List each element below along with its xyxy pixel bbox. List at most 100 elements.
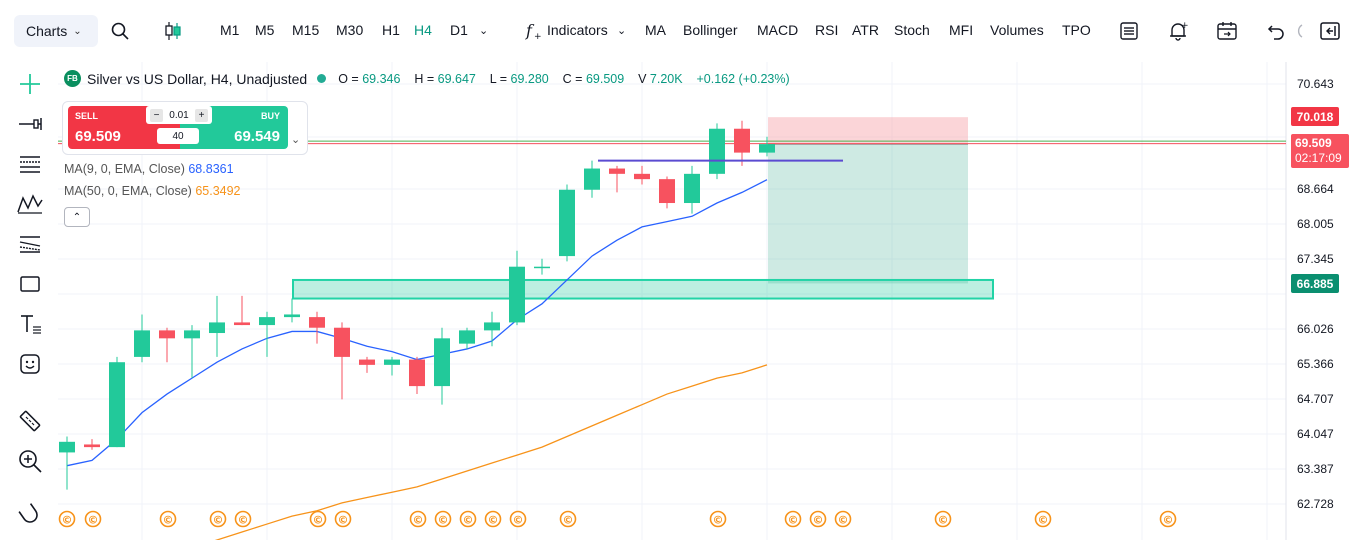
timeframe-m30[interactable]: M30 (336, 22, 364, 38)
layout-list-icon[interactable] (1117, 19, 1141, 43)
indicator-rsi[interactable]: RSI (815, 22, 839, 38)
buy-price: 69.549 (234, 128, 280, 145)
trend-channel-icon[interactable] (15, 229, 45, 259)
calendar-replay-icon[interactable] (1215, 19, 1239, 43)
timeframe-m5[interactable]: M5 (255, 22, 275, 38)
event-marker-icon (484, 510, 502, 528)
low-value: 69.280 (510, 71, 549, 86)
event-marker-glyph: © (163, 514, 174, 527)
panel-toggle-icon[interactable] (1318, 19, 1342, 43)
low-label: L = (489, 71, 508, 86)
candle-body (759, 144, 775, 153)
event-marker-glyph: © (88, 514, 99, 527)
magnet-icon[interactable] (15, 500, 45, 530)
redo-partial-icon[interactable] (1293, 19, 1305, 43)
quantity-value[interactable]: 0.01 (169, 109, 189, 121)
drawing-toolbar (0, 62, 58, 540)
indicator-tpo[interactable]: TPO (1062, 22, 1091, 38)
indicator-ma[interactable]: MA (645, 22, 666, 38)
quantity-stepper[interactable]: − 0.01 + (146, 106, 212, 124)
ohlc-readout: O = 69.346 H = 69.647 L = 69.280 C = 69.… (338, 72, 789, 86)
event-marker-icon (434, 510, 452, 528)
spread-value: 40 (157, 128, 199, 144)
indicator-volumes[interactable]: Volumes (990, 22, 1044, 38)
event-marker-glyph: © (713, 514, 724, 527)
indicator-bollinger[interactable]: Bollinger (683, 22, 738, 38)
alert-bell-icon[interactable]: + (1166, 19, 1190, 43)
position-stop-loss-zone[interactable] (768, 117, 968, 145)
event-marker-icon (1159, 510, 1177, 528)
symbol-title[interactable]: Silver vs US Dollar, H4, Unadjusted (87, 70, 308, 87)
ma50-legend[interactable]: MA(50, 0, EMA, Close) 65.3492 (64, 184, 241, 198)
ma9-value: 68.8361 (188, 162, 234, 176)
indicators-button[interactable]: Indicators (547, 22, 608, 38)
event-marker-glyph: © (463, 514, 474, 527)
candle-body (684, 173, 700, 204)
event-marker-icon (409, 510, 427, 528)
panel-expand-chevron-icon[interactable]: ⌄ (291, 134, 301, 146)
market-open-dot-icon (317, 74, 327, 83)
pattern-zigzag-icon[interactable] (15, 189, 45, 219)
event-marker-icon (84, 510, 102, 528)
bar-countdown: 02:17:09 (1295, 151, 1342, 165)
high-label: H = (414, 71, 435, 86)
timeframe-m1[interactable]: M1 (220, 22, 240, 38)
timeframe-m15[interactable]: M15 (292, 22, 320, 38)
candle-body (559, 189, 575, 257)
fib-retracement-icon[interactable] (15, 149, 45, 179)
event-marker-icon (709, 510, 727, 528)
close-value: 69.509 (585, 71, 625, 86)
rectangle-icon[interactable] (15, 269, 45, 299)
top-toolbar: Charts ⌄ M1 M5 M15 M30 H1 H4 D1 ⌄ f + Ind… (0, 0, 1353, 62)
ma9-legend[interactable]: MA(9, 0, EMA, Close) 68.8361 (64, 162, 234, 176)
take-profit-price-tag[interactable]: 66.885 (1291, 274, 1339, 293)
current-price-tag: 69.509 02:17:09 (1291, 134, 1349, 168)
indicator-macd[interactable]: MACD (757, 22, 799, 38)
event-marker-glyph: © (313, 514, 324, 527)
candle-body (334, 327, 350, 357)
text-tool-icon[interactable] (15, 309, 45, 339)
change-value: +0.162 (+0.23%) (696, 71, 790, 86)
event-marker-icon (509, 510, 527, 528)
sell-label: SELL (75, 111, 99, 121)
candlestick-type-icon[interactable] (161, 19, 185, 43)
broker-badge: FB (64, 70, 81, 87)
candle-body (659, 179, 675, 204)
emoji-sticker-icon[interactable] (15, 349, 45, 379)
candle-body (459, 330, 475, 344)
position-take-profit-zone[interactable] (768, 144, 968, 284)
candle-body (584, 168, 600, 190)
zoom-in-icon[interactable] (15, 446, 45, 476)
event-marker-icon (934, 510, 952, 528)
ruler-measure-icon[interactable] (15, 406, 45, 436)
stop-loss-price-tag[interactable]: 70.018 (1291, 107, 1339, 126)
plus-icon[interactable]: + (195, 108, 208, 122)
timeframe-more-chevron-icon[interactable]: ⌄ (479, 25, 489, 37)
event-marker-icon (58, 510, 76, 528)
candle-body (384, 359, 400, 365)
event-marker-icon (209, 510, 227, 528)
search-icon[interactable] (108, 19, 132, 43)
indicator-atr[interactable]: ATR (852, 22, 879, 38)
open-label: O = (338, 71, 359, 86)
crosshair-icon[interactable] (15, 69, 45, 99)
charts-menu-button[interactable]: Charts ⌄ (14, 15, 98, 47)
timeframe-h4[interactable]: H4 (414, 22, 432, 38)
timeframe-h1[interactable]: H1 (382, 22, 400, 38)
horizontal-ray-icon[interactable] (15, 109, 45, 139)
indicators-fx-icon[interactable]: f + (522, 19, 546, 43)
candle-body (84, 444, 100, 448)
support-zone-rectangle[interactable] (292, 278, 994, 300)
indicator-mfi[interactable]: MFI (949, 22, 974, 38)
event-marker-icon (784, 510, 802, 528)
chevron-up-icon: ⌃ (72, 211, 82, 223)
indicator-stoch[interactable]: Stoch (894, 22, 930, 38)
collapse-legend-button[interactable]: ⌃ (64, 207, 90, 227)
price-label: 63.387 (1297, 462, 1334, 476)
indicators-chevron-icon[interactable]: ⌄ (617, 25, 627, 37)
timeframe-d1[interactable]: D1 (450, 22, 468, 38)
volume-label: V (638, 71, 647, 86)
minus-icon[interactable]: − (150, 108, 163, 122)
undo-icon[interactable] (1264, 19, 1288, 43)
